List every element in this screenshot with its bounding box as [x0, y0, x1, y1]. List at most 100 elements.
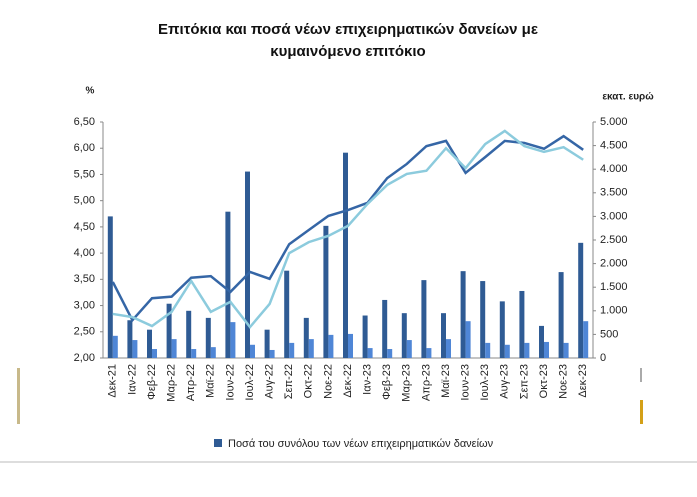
y2-tick-label: 2.000: [600, 258, 628, 270]
bar: [210, 347, 216, 358]
bar: [328, 334, 334, 358]
bar: [171, 339, 177, 358]
bar: [152, 349, 157, 358]
x-tick-label: Ιουλ-22: [244, 364, 256, 401]
y2-tick-label: 1.500: [600, 281, 628, 293]
bar: [348, 333, 353, 358]
legend-label: Ποσά του συνόλου των νέων επιχειρηματικώ…: [228, 438, 494, 450]
bar: [230, 322, 236, 358]
bar: [205, 317, 211, 358]
bar: [558, 272, 564, 358]
bar: [112, 335, 118, 358]
bar: [284, 270, 290, 358]
y-tick-label: 2,00: [74, 352, 95, 364]
bar: [460, 271, 466, 358]
x-tick-label: Ιαν-22: [126, 364, 138, 395]
x-tick-label: Απρ-23: [420, 364, 432, 401]
x-tick-label: Ιαν-23: [362, 364, 374, 395]
bar: [519, 290, 525, 358]
y2-tick-label: 0: [600, 352, 606, 364]
x-tick-label: Ιουν-23: [460, 364, 472, 401]
bar: [499, 301, 505, 358]
bar: [504, 344, 510, 358]
y-tick-label: 4,50: [74, 221, 95, 233]
bar: [382, 299, 388, 358]
y-axis-label: %: [86, 86, 95, 97]
y-tick-label: 5,00: [74, 195, 95, 207]
bar: [289, 342, 295, 358]
x-tick-label: Αυγ-23: [499, 364, 511, 399]
bar: [446, 339, 451, 358]
bar: [225, 211, 231, 358]
x-tick-label: Σεπ-22: [283, 364, 295, 399]
bar: [107, 216, 113, 358]
bar: [485, 342, 491, 358]
x-tick-label: Μαρ-22: [166, 364, 178, 402]
bar: [186, 310, 192, 358]
x-tick-label: Νοε-23: [558, 364, 570, 399]
bar: [480, 281, 486, 358]
chart-title: κυμαινόμενο επιτόκιο: [270, 43, 425, 60]
y-tick-label: 2,50: [74, 326, 95, 338]
y2-tick-label: 500: [600, 328, 618, 340]
bar: [250, 344, 255, 358]
bar: [465, 321, 471, 358]
bar: [544, 341, 549, 358]
x-tick-label: Φεβ-22: [146, 364, 158, 400]
x-tick-label: Μαϊ-22: [205, 364, 217, 398]
bar: [308, 339, 314, 358]
chart-title: Επιτόκια και ποσά νέων επιχειρηματικών δ…: [158, 21, 538, 38]
x-tick-label: Απρ-22: [185, 364, 197, 401]
bar: [406, 340, 412, 358]
y2-tick-label: 4.500: [600, 140, 628, 152]
x-tick-label: Δεκ-22: [342, 364, 354, 398]
bar: [367, 348, 373, 358]
x-tick-label: Δεκ-21: [107, 364, 119, 398]
y2-axis-label: εκατ. ευρώ: [602, 92, 654, 103]
bar: [524, 342, 530, 358]
x-tick-label: Αυγ-22: [264, 364, 276, 399]
y2-tick-label: 4.000: [600, 163, 628, 175]
bar: [563, 342, 569, 358]
x-tick-label: Σεπ-23: [518, 364, 530, 399]
y-tick-label: 6,00: [74, 142, 95, 154]
bar: [387, 349, 393, 358]
bar: [426, 348, 432, 358]
bar: [166, 303, 172, 358]
bar: [362, 315, 368, 358]
x-tick-label: Δεκ-23: [577, 364, 589, 398]
bar: [343, 152, 348, 358]
x-tick-label: Φεβ-23: [381, 364, 393, 400]
bar: [245, 171, 250, 358]
y-tick-label: 3,00: [74, 299, 95, 311]
bar: [264, 329, 270, 358]
bar: [191, 349, 197, 358]
x-tick-label: Μαρ-23: [401, 364, 413, 402]
y-tick-label: 5,50: [74, 168, 95, 180]
y2-tick-label: 5.000: [600, 116, 628, 128]
bar: [401, 313, 407, 358]
x-tick-label: Νοε-22: [322, 364, 334, 399]
y2-tick-label: 3.500: [600, 187, 628, 199]
x-tick-label: Οκτ-23: [538, 364, 550, 398]
decoration: [17, 368, 20, 424]
x-tick-label: Οκτ-22: [303, 364, 315, 398]
bar: [127, 320, 133, 358]
bar: [132, 340, 138, 358]
x-tick-label: Μαϊ-23: [440, 364, 452, 398]
y2-tick-label: 2.500: [600, 234, 628, 246]
x-tick-label: Ιουλ-23: [479, 364, 491, 401]
line: [112, 129, 584, 330]
bar: [578, 242, 584, 358]
line: [111, 134, 584, 323]
y-tick-label: 3,50: [74, 273, 95, 285]
bar: [303, 317, 309, 358]
x-tick-label: Ιουν-22: [224, 364, 236, 401]
y-tick-label: 4,00: [74, 247, 95, 259]
bar: [269, 349, 275, 358]
bar: [323, 225, 329, 358]
bar: [539, 325, 544, 358]
decoration: [640, 400, 643, 424]
